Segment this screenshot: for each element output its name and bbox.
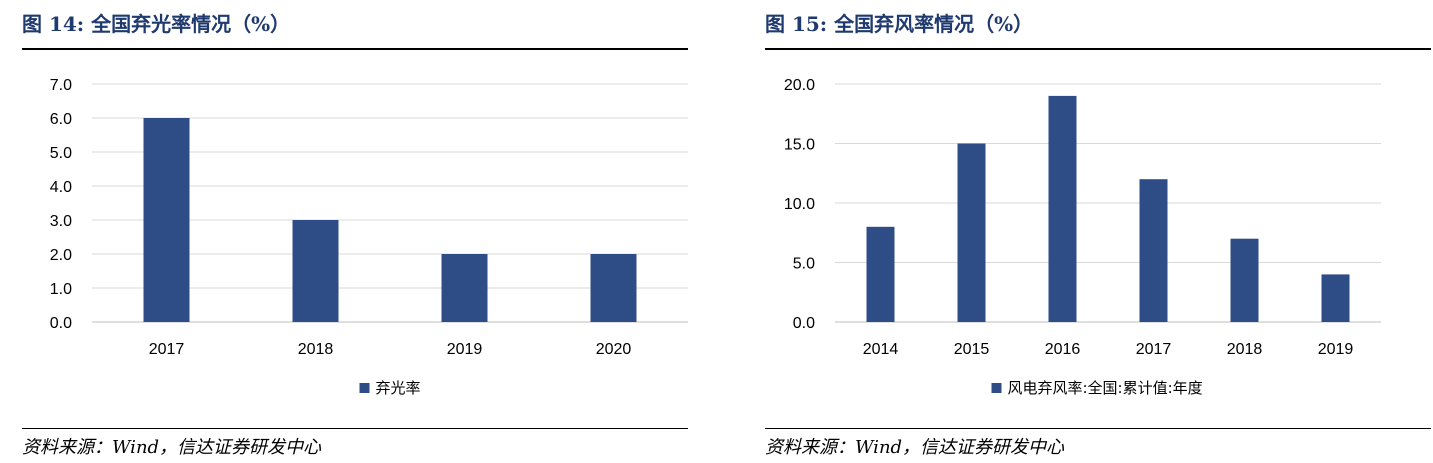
x-tick-label: 2017 [149, 341, 185, 358]
legend-swatch [991, 383, 1002, 393]
legend-swatch [359, 383, 370, 393]
solar-curtailment-chart: 0.0 1.0 2.0 3.0 4.0 5.0 6.0 7.0 2017 2018 2019 2020… [50, 77, 688, 397]
bar [1048, 95, 1077, 323]
x-tick-label: 2017 [1136, 341, 1172, 358]
bar [1321, 274, 1350, 322]
y-tick-label: 1.0 [50, 281, 72, 298]
title-rule [22, 48, 688, 50]
y-tick-label: 10.0 [784, 196, 815, 213]
y-tick-label: 0.0 [793, 315, 815, 332]
source-note: 资料来源：Wind，信达证券研发中心 [765, 437, 1065, 458]
figure-14: 图 14: 全国弃光率情况（%） 0.0 1.0 2.0 3.0 4.0 5.0 6.0 7.… [22, 0, 702, 463]
x-tick-label: 2015 [954, 341, 990, 358]
y-tick-label: 15.0 [784, 137, 815, 154]
x-tick-label: 2014 [863, 341, 899, 358]
figure-title: 图 14: 全国弃光率情况（%） [22, 12, 291, 36]
bar [143, 118, 190, 322]
source-rule [765, 428, 1431, 429]
bar [590, 254, 637, 322]
bar [1139, 179, 1168, 322]
bar [957, 143, 986, 322]
bar [292, 220, 339, 322]
x-tick-label: 2019 [1318, 341, 1354, 358]
bar [866, 226, 895, 322]
y-tick-label: 7.0 [50, 77, 72, 94]
x-tick-label: 2018 [298, 341, 334, 358]
source-note: 资料来源：Wind，信达证券研发中心 [22, 437, 322, 458]
figure-15: 图 15: 全国弃风率情况（%） 0.0 5.0 10.0 15.0 20.0 2014 2… [765, 0, 1433, 463]
x-tick-label: 2016 [1045, 341, 1081, 358]
wind-curtailment-chart: 0.0 5.0 10.0 15.0 20.0 2014 2015 2016 2017 2018 20… [784, 77, 1381, 397]
x-tick-label: 2018 [1227, 341, 1263, 358]
x-tick-label: 2020 [596, 341, 632, 358]
legend-label: 弃光率 [376, 379, 421, 397]
title-rule [765, 48, 1431, 50]
y-tick-label: 3.0 [50, 213, 72, 230]
y-tick-label: 5.0 [50, 145, 72, 162]
legend-label: 风电弃风率:全国:累计值:年度 [1008, 379, 1203, 397]
y-tick-label: 6.0 [50, 111, 72, 128]
y-tick-label: 0.0 [50, 315, 72, 332]
y-tick-label: 20.0 [784, 77, 815, 94]
y-tick-label: 2.0 [50, 247, 72, 264]
y-tick-label: 4.0 [50, 179, 72, 196]
y-tick-label: 5.0 [793, 256, 815, 273]
bar [1230, 238, 1259, 322]
x-tick-label: 2019 [447, 341, 483, 358]
bar [441, 254, 488, 322]
figure-title: 图 15: 全国弃风率情况（%） [765, 12, 1034, 36]
source-rule [22, 428, 688, 429]
